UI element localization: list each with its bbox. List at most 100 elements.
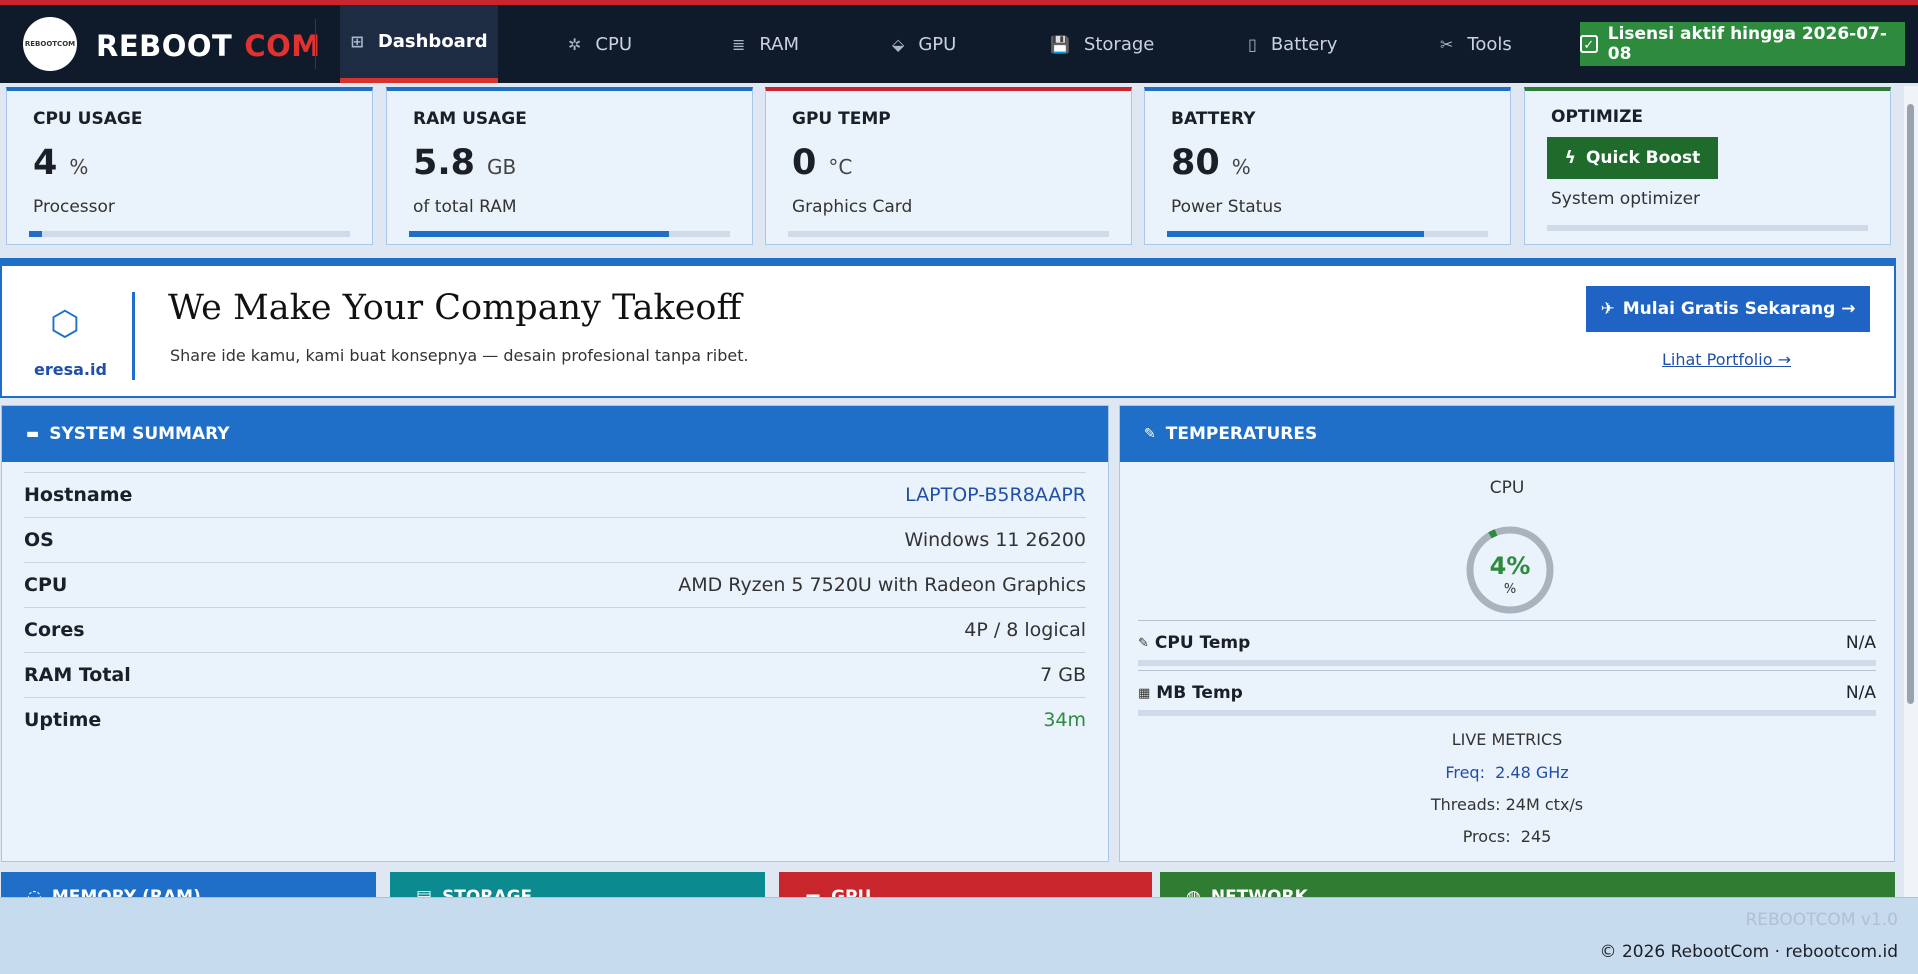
card-label: CPU USAGE — [33, 109, 143, 129]
monitor-icon: ▬ — [26, 426, 40, 442]
battery-icon: ▯ — [1248, 34, 1257, 54]
cpu-gauge: 4% % — [1462, 522, 1558, 618]
lightning-icon: ϟ — [1564, 148, 1576, 168]
metric-value: 245 — [1520, 827, 1552, 846]
optimize-card: OPTIMIZE ϟ Quick Boost System optimizer — [1524, 87, 1891, 245]
summary-row-cpu: CPU AMD Ryzen 5 7520U with Radeon Graphi… — [24, 562, 1086, 607]
row-key: RAM Total — [24, 664, 131, 686]
value-number: 80 — [1171, 143, 1220, 183]
row-value: 34m — [1043, 709, 1086, 731]
summary-row-os: OS Windows 11 26200 — [24, 517, 1086, 562]
brand-accent: COM — [244, 29, 321, 63]
cpu-temp-bar — [1138, 660, 1876, 666]
card-value: 80% — [1171, 143, 1251, 183]
metric-label: Threads: — [1430, 795, 1501, 814]
panel-title: TEMPERATURES — [1165, 424, 1318, 444]
row-value: LAPTOP-B5R8AAPR — [905, 484, 1086, 506]
row-key: Uptime — [24, 709, 102, 731]
mb-temp-row: ▦ MB Temp N/A — [1138, 670, 1876, 715]
tab-ram[interactable]: ≣ RAM — [732, 5, 799, 83]
value-number: 5.8 — [413, 143, 476, 183]
metric-label: Freq: — [1445, 763, 1485, 782]
motherboard-icon: ▦ — [1138, 685, 1151, 701]
panel-header: ▬ SYSTEM SUMMARY — [2, 406, 1108, 462]
nav-divider — [315, 19, 316, 69]
row-key: Hostname — [24, 484, 133, 506]
value-number: 4 — [33, 143, 58, 183]
tab-label: Battery — [1270, 33, 1338, 55]
promo-banner: ⬡ eresa.id We Make Your Company Takeoff … — [0, 258, 1896, 398]
app-logo[interactable]: REBOOTCOM — [23, 17, 77, 71]
row-key: CPU Temp — [1154, 633, 1251, 653]
panel-title: SYSTEM SUMMARY — [49, 424, 230, 444]
top-navigation: REBOOTCOM REBOOT COM ⊞ Dashboard ✲ CPU ≣ … — [0, 5, 1918, 83]
banner-title: We Make Your Company Takeoff — [168, 288, 742, 328]
hexagon-icon: ⬡ — [50, 304, 80, 344]
button-label: Mulai Gratis Sekarang → — [1622, 299, 1856, 319]
license-text: Lisensi aktif hingga 2026-07-08 — [1607, 24, 1887, 64]
freq-metric: Freq: 2.48 GHz — [1120, 763, 1894, 782]
card-value: 0 °C — [792, 143, 852, 183]
tab-tools[interactable]: ✂ Tools — [1440, 5, 1512, 83]
gauge-ring — [1466, 526, 1554, 614]
banner-site[interactable]: eresa.id — [34, 360, 107, 379]
cpu-usage-card: CPU USAGE 4% Processor — [6, 87, 373, 245]
card-subtitle: System optimizer — [1551, 189, 1701, 209]
footer: REBOOTCOM v1.0 © 2026 RebootCom · reboot… — [0, 897, 1918, 974]
value-unit: °C — [828, 155, 853, 179]
thermometer-icon: ✎ — [1144, 426, 1156, 442]
value-unit: % — [69, 155, 89, 179]
button-label: Quick Boost — [1585, 148, 1701, 168]
summary-row-ram-total: RAM Total 7 GB — [24, 652, 1086, 697]
tab-label: GPU — [918, 33, 957, 55]
tab-label: Storage — [1083, 33, 1155, 55]
tab-cpu[interactable]: ✲ CPU — [568, 5, 632, 83]
system-summary-panel: ▬ SYSTEM SUMMARY Hostname LAPTOP-B5R8AAP… — [1, 405, 1109, 862]
progress-bar — [1167, 231, 1488, 237]
procs-metric: Procs: 245 — [1120, 827, 1894, 846]
progress-bar — [1547, 225, 1868, 231]
tab-label: Dashboard — [377, 31, 488, 52]
scrollbar-thumb[interactable] — [1907, 104, 1914, 704]
metric-value: 24M ctx/s — [1505, 795, 1584, 814]
card-subtitle: of total RAM — [413, 197, 517, 217]
battery-card: BATTERY 80% Power Status — [1144, 87, 1511, 245]
license-badge[interactable]: ✓ Lisensi aktif hingga 2026-07-08 — [1580, 22, 1905, 66]
card-value: 4% — [33, 143, 88, 183]
progress-fill — [409, 231, 669, 237]
logo-text: REBOOTCOM — [24, 40, 76, 48]
row-key: MB Temp — [1156, 683, 1243, 703]
start-free-button[interactable]: ✈ Mulai Gratis Sekarang → — [1586, 286, 1870, 332]
row-value: 4P / 8 logical — [964, 619, 1086, 641]
floppy-icon: 💾 — [1050, 34, 1070, 54]
tab-battery[interactable]: ▯ Battery — [1248, 5, 1337, 83]
summary-row-hostname: Hostname LAPTOP-B5R8AAPR — [24, 472, 1086, 517]
row-value: AMD Ryzen 5 7520U with Radeon Graphics — [678, 574, 1086, 596]
gauge-label: CPU — [1489, 478, 1525, 498]
card-value: 5.8 GB — [413, 143, 516, 183]
app-version: REBOOTCOM v1.0 — [1745, 910, 1899, 930]
tools-icon: ✂ — [1440, 34, 1454, 54]
gauge-value: 4% — [1489, 552, 1531, 580]
value-unit: GB — [487, 155, 517, 179]
quick-boost-button[interactable]: ϟ Quick Boost — [1547, 137, 1718, 179]
portfolio-link[interactable]: Lihat Portfolio → — [1662, 350, 1791, 369]
panel-header: ✎ TEMPERATURES — [1120, 406, 1894, 462]
mb-temp-bar — [1138, 710, 1876, 716]
tab-gpu[interactable]: ⬙ GPU — [892, 5, 956, 83]
card-subtitle: Graphics Card — [792, 197, 913, 217]
card-label: GPU TEMP — [792, 109, 891, 129]
tab-storage[interactable]: 💾 Storage — [1050, 5, 1154, 83]
tab-dashboard[interactable]: ⊞ Dashboard — [340, 5, 498, 83]
cpu-temp-row: ✎ CPU Temp N/A — [1138, 620, 1876, 665]
value-number: 0 — [792, 143, 817, 183]
progress-bar — [788, 231, 1109, 237]
gpu-icon: ⬙ — [892, 34, 905, 54]
top-accent-line — [0, 0, 1918, 5]
value-unit: % — [1231, 155, 1251, 179]
row-key: Cores — [24, 619, 85, 641]
metric-label: Procs: — [1462, 827, 1511, 846]
row-value: N/A — [1845, 683, 1876, 703]
chip-icon: ✲ — [568, 34, 582, 54]
threads-metric: Threads: 24M ctx/s — [1120, 795, 1894, 814]
